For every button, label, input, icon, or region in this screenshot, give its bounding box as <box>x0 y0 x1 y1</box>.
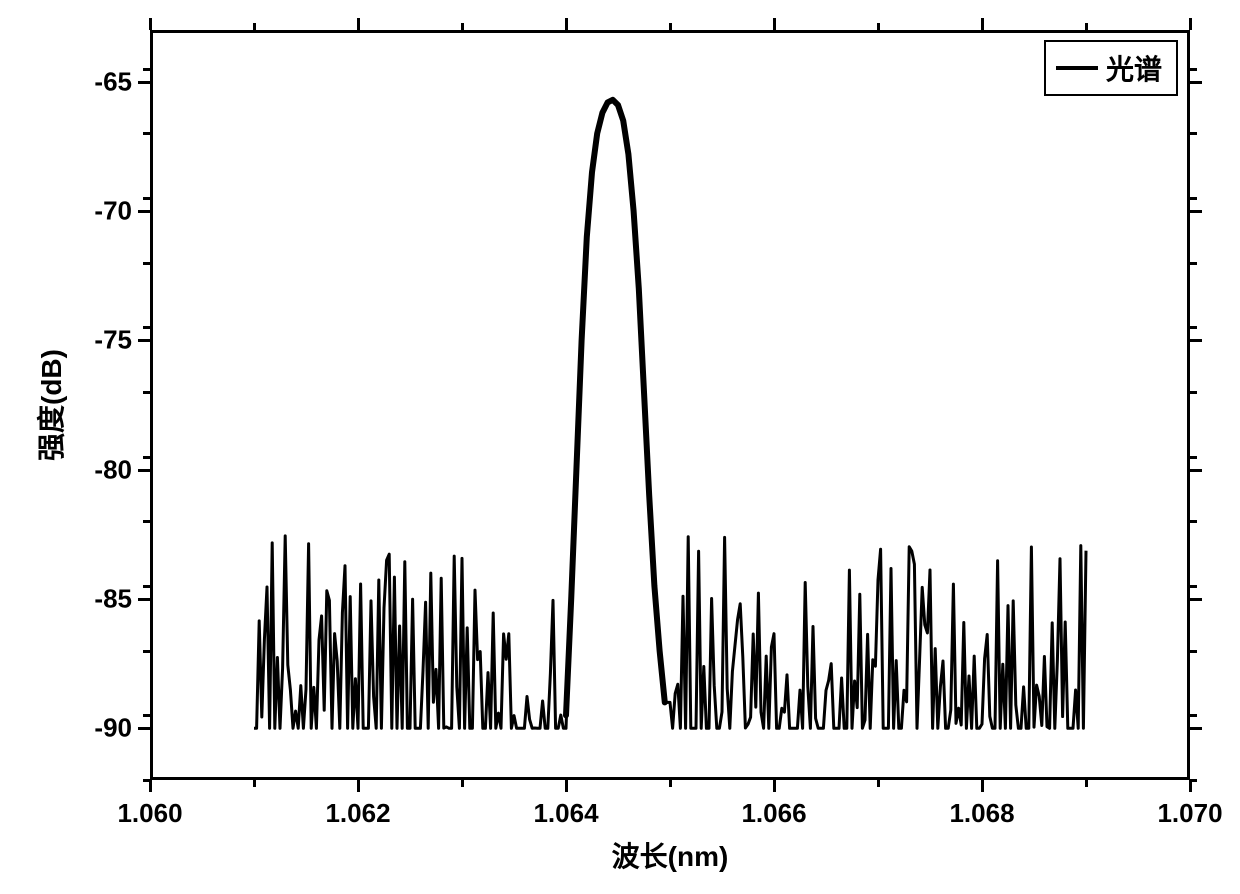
y-tick-label: -75 <box>94 325 132 356</box>
y-tick-minor <box>1190 456 1197 459</box>
y-tick-label: -80 <box>94 454 132 485</box>
x-tick-minor <box>877 23 880 30</box>
x-tick-major <box>357 18 360 30</box>
y-tick-major <box>138 81 150 84</box>
y-tick-label: -85 <box>94 583 132 614</box>
x-tick-minor <box>461 780 464 787</box>
x-tick-minor <box>877 780 880 787</box>
x-tick-minor <box>253 780 256 787</box>
y-tick-minor <box>143 326 150 329</box>
x-tick-major <box>565 780 568 792</box>
x-tick-label: 1.066 <box>741 798 806 829</box>
y-tick-minor <box>1190 585 1197 588</box>
x-tick-minor <box>669 23 672 30</box>
y-tick-minor <box>1190 779 1197 782</box>
y-tick-major <box>138 727 150 730</box>
y-tick-minor <box>1190 197 1197 200</box>
x-tick-major <box>565 18 568 30</box>
x-tick-major <box>773 780 776 792</box>
y-tick-major <box>1190 469 1202 472</box>
y-tick-minor <box>143 262 150 265</box>
legend: 光谱 <box>1044 40 1178 96</box>
legend-line-sample <box>1056 66 1098 70</box>
spectrum-line <box>150 30 1190 780</box>
x-tick-minor <box>461 23 464 30</box>
x-tick-major <box>1189 18 1192 30</box>
x-tick-major <box>981 780 984 792</box>
spectrum-chart: 光谱 波长(nm) 强度(dB) 1.060 1.062 1.064 1.066 1.0… <box>0 0 1240 894</box>
y-tick-minor <box>1190 650 1197 653</box>
y-tick-major <box>1190 81 1202 84</box>
y-tick-label: -65 <box>94 66 132 97</box>
y-tick-minor <box>143 456 150 459</box>
y-tick-minor <box>143 650 150 653</box>
y-tick-label: -70 <box>94 196 132 227</box>
y-tick-minor <box>143 585 150 588</box>
y-tick-minor <box>1190 68 1197 71</box>
x-axis-label: 波长(nm) <box>612 835 729 875</box>
x-tick-label: 1.060 <box>117 798 182 829</box>
y-tick-minor <box>143 132 150 135</box>
y-tick-minor <box>1190 262 1197 265</box>
x-tick-minor <box>1085 23 1088 30</box>
x-tick-label: 1.062 <box>325 798 390 829</box>
legend-label: 光谱 <box>1106 48 1162 88</box>
y-tick-major <box>138 339 150 342</box>
x-tick-label: 1.064 <box>533 798 598 829</box>
y-tick-minor <box>1190 132 1197 135</box>
y-tick-major <box>1190 727 1202 730</box>
y-tick-label: -90 <box>94 713 132 744</box>
x-tick-major <box>981 18 984 30</box>
y-tick-minor <box>1190 391 1197 394</box>
y-tick-major <box>1190 598 1202 601</box>
y-tick-minor <box>143 197 150 200</box>
y-tick-minor <box>1190 520 1197 523</box>
y-tick-minor <box>143 68 150 71</box>
x-tick-major <box>149 18 152 30</box>
x-tick-major <box>357 780 360 792</box>
y-tick-major <box>138 598 150 601</box>
y-tick-minor <box>143 779 150 782</box>
y-axis-label: 强度(dB) <box>30 349 70 461</box>
x-tick-minor <box>253 23 256 30</box>
y-tick-major <box>138 210 150 213</box>
y-tick-minor <box>143 520 150 523</box>
x-tick-minor <box>669 780 672 787</box>
y-tick-minor <box>143 391 150 394</box>
x-tick-label: 1.070 <box>1157 798 1222 829</box>
y-tick-minor <box>143 714 150 717</box>
y-tick-major <box>1190 339 1202 342</box>
x-tick-label: 1.068 <box>949 798 1014 829</box>
y-tick-major <box>1190 210 1202 213</box>
y-tick-major <box>138 469 150 472</box>
y-tick-minor <box>1190 326 1197 329</box>
y-tick-minor <box>1190 714 1197 717</box>
x-tick-minor <box>1085 780 1088 787</box>
x-tick-major <box>773 18 776 30</box>
